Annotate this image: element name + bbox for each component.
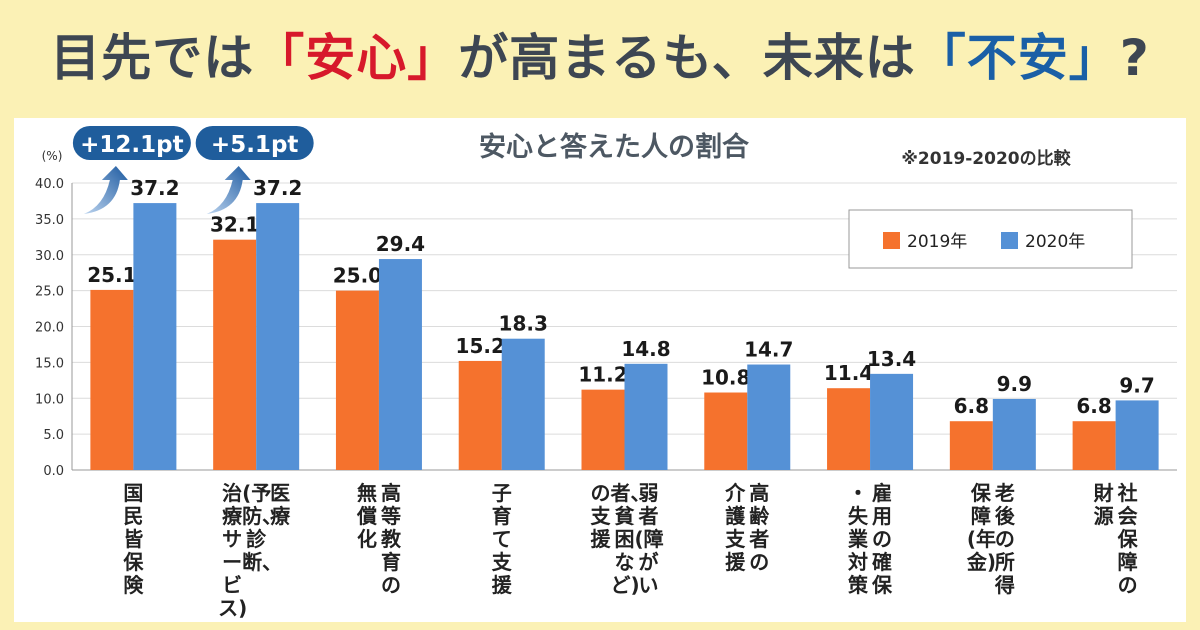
bar-2019年-6	[827, 388, 871, 470]
callout-text: +5.1pt	[211, 132, 298, 158]
data-label: 32.1	[210, 213, 259, 237]
category-label-5: 高齢者の	[749, 481, 770, 574]
category-label-4: の支援	[590, 481, 611, 551]
bar-2019年-3	[458, 360, 502, 470]
category-label-2: 無償化	[356, 481, 377, 551]
legend-swatch	[883, 232, 900, 249]
y-axis-unit: (%)	[42, 149, 63, 163]
bar-2019年-5	[704, 392, 748, 470]
data-label: 10.8	[701, 366, 750, 390]
legend-swatch	[1001, 232, 1018, 249]
data-label: 14.8	[621, 337, 670, 361]
data-label: 25.0	[333, 264, 382, 288]
bar-2019年-1	[213, 239, 257, 470]
callout-pill	[195, 126, 314, 160]
callout-arrow-icon	[83, 166, 128, 214]
data-label: 11.2	[578, 363, 627, 387]
data-label: 15.2	[456, 334, 505, 358]
legend-label: 2019年	[907, 232, 967, 252]
y-tick-label: 15.0	[35, 356, 64, 371]
data-label: 37.2	[130, 176, 179, 200]
category-label-8: 財源	[1093, 481, 1114, 528]
data-label: 6.8	[1076, 394, 1111, 418]
data-label: 25.1	[87, 263, 136, 287]
callout-text: +12.1pt	[80, 132, 183, 158]
legend-box	[848, 209, 1133, 269]
y-tick-label: 20.0	[35, 321, 64, 336]
data-label: 6.8	[954, 394, 989, 418]
bar-2019年-0	[90, 289, 134, 470]
data-label: 14.7	[744, 338, 793, 362]
category-label-5: 介護支援	[725, 481, 746, 574]
y-tick-label: 5.0	[43, 428, 64, 443]
legend-label: 2020年	[1025, 232, 1085, 252]
category-label-1: 治療サービス)	[218, 481, 248, 620]
y-tick-label: 35.0	[35, 213, 64, 228]
category-label-6: ・失業対策	[848, 481, 869, 597]
bar-2020年-1	[256, 203, 300, 470]
bar-2019年-2	[335, 290, 379, 470]
category-label-6: 雇用の確保	[872, 481, 893, 597]
category-label-1: 医療	[270, 481, 291, 528]
headline-fuan: 「不安」	[915, 29, 1120, 87]
callout-arrow-icon	[206, 166, 251, 214]
category-label-4: 弱者(障がい	[634, 481, 664, 597]
category-label-8: 社会保障の	[1117, 481, 1138, 597]
bar-2020年-8	[1115, 400, 1159, 470]
category-label-7: 保障(年金)	[966, 481, 996, 574]
bar-2020年-2	[378, 259, 422, 470]
bar-2020年-3	[501, 338, 545, 470]
chart-note: ※2019-2020の比較	[901, 148, 1071, 169]
chart-title: 安心と答えた人の割合	[479, 131, 749, 163]
y-tick-label: 10.0	[35, 392, 64, 407]
bar-2019年-4	[581, 389, 625, 470]
headline-part1: 目先では	[50, 29, 255, 87]
headline-part3: ?	[1119, 29, 1150, 87]
category-label-7: 老後の所得	[994, 481, 1015, 597]
bar-2020年-7	[992, 398, 1036, 470]
data-label: 37.2	[253, 176, 302, 200]
category-label-2: 高等教育の	[380, 481, 401, 597]
bar-2019年-8	[1072, 421, 1116, 470]
y-tick-label: 25.0	[35, 285, 64, 300]
data-label: 13.4	[867, 347, 916, 371]
headline: 目先では「安心」が高まるも、未来は「不安」?	[0, 18, 1200, 90]
bar-2019年-7	[949, 421, 993, 470]
bar-2020年-4	[624, 363, 668, 470]
data-label: 11.4	[824, 361, 873, 385]
data-label: 18.3	[499, 312, 548, 336]
chart-panel	[14, 118, 1186, 622]
data-label: 9.7	[1119, 373, 1154, 397]
bar-2020年-5	[747, 364, 791, 470]
bar-2020年-6	[870, 373, 914, 470]
y-tick-label: 40.0	[35, 177, 64, 192]
data-label: 29.4	[376, 232, 425, 256]
category-label-0: 国民皆保険	[123, 481, 144, 597]
headline-part2: が高まるも、未来は	[458, 29, 916, 87]
data-label: 9.9	[997, 372, 1032, 396]
category-label-3: 子育て支援	[491, 481, 512, 597]
category-label-4: 者、貧困など)	[610, 481, 651, 597]
callout-pill	[72, 126, 191, 160]
bar-2020年-0	[133, 203, 177, 470]
category-label-1: (予防、診断、	[242, 481, 283, 574]
y-tick-label: 30.0	[35, 249, 64, 264]
headline-anshin: 「安心」	[254, 29, 459, 87]
y-tick-label: 0.0	[43, 464, 64, 479]
